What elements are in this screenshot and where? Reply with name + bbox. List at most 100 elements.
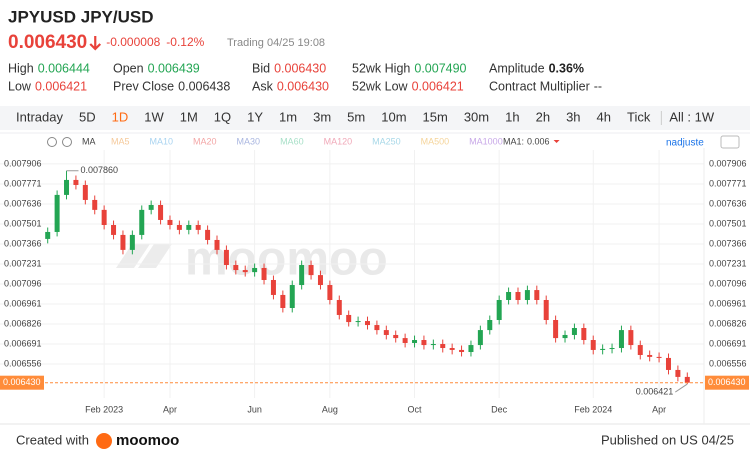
stat-label: Contract Multiplier xyxy=(489,79,590,93)
tab[interactable]: 1h xyxy=(505,109,519,124)
y-tick-label: 0.006961 xyxy=(4,298,42,308)
x-tick-label: Feb 2024 xyxy=(574,404,612,414)
candle-body xyxy=(581,328,587,341)
candle-body xyxy=(92,199,98,210)
tab[interactable]: Intraday xyxy=(16,109,63,124)
tab[interactable]: 1Y xyxy=(247,109,263,124)
gear-icon[interactable] xyxy=(47,137,57,147)
y-tick-label-right: 0.007771 xyxy=(709,178,747,188)
y-tick-label: 0.007366 xyxy=(4,238,42,248)
ma-label: MA60 xyxy=(280,136,304,146)
tab[interactable]: 3h xyxy=(566,109,580,124)
candle-body xyxy=(308,265,314,276)
tab[interactable]: 4h xyxy=(597,109,611,124)
candle-body xyxy=(515,291,521,300)
x-tick-label: Apr xyxy=(652,404,666,414)
tab[interactable]: Tick xyxy=(627,109,651,124)
down-arrow xyxy=(89,36,102,51)
price: 0.006430 xyxy=(8,32,87,53)
ma-label: MA5 xyxy=(111,136,130,146)
candle-body xyxy=(430,344,436,346)
candle-body xyxy=(487,320,493,331)
tab[interactable]: 5m xyxy=(347,109,365,124)
candle-body xyxy=(524,290,530,300)
settings-icons[interactable] xyxy=(47,137,72,147)
change-pct: -0.12% xyxy=(166,35,204,49)
candle-body xyxy=(148,204,154,210)
close-icon[interactable] xyxy=(62,137,72,147)
candle-body xyxy=(205,229,211,240)
candle-body xyxy=(289,285,295,308)
stat-value: 0.007490 xyxy=(414,61,466,75)
tab[interactable]: 1Q xyxy=(214,109,231,124)
candle-body xyxy=(214,239,220,250)
candle-body xyxy=(543,299,549,321)
stat-label: 52wk Low xyxy=(352,79,409,93)
ma-label: MA120 xyxy=(324,136,353,146)
tab[interactable]: 5D xyxy=(79,109,96,124)
candle-body xyxy=(186,224,192,230)
annotation: 0.006421 xyxy=(636,386,674,396)
candle-body xyxy=(496,299,502,321)
y-tick-label-right: 0.007096 xyxy=(709,278,747,288)
x-tick-label: Jun xyxy=(247,404,262,414)
candle-body xyxy=(336,299,342,315)
y-tick-label: 0.007231 xyxy=(4,258,42,268)
tab[interactable]: 1m xyxy=(279,109,297,124)
y-tick-label-right: 0.007231 xyxy=(709,258,747,268)
y-tick-label-right: 0.007636 xyxy=(709,198,747,208)
candle-body xyxy=(64,179,70,195)
footer-published: Published on US 04/25 xyxy=(601,432,734,447)
tab[interactable]: 2h xyxy=(536,109,550,124)
x-tick-label: Dec xyxy=(491,404,508,414)
tab[interactable]: 1M xyxy=(180,109,198,124)
change: -0.000008 xyxy=(106,35,160,49)
candle-body xyxy=(440,344,446,349)
stat-value: 0.36% xyxy=(549,61,584,75)
candle-body xyxy=(45,231,51,239)
footer-created: Created with xyxy=(16,432,89,447)
candle-body xyxy=(120,234,126,250)
candle-body xyxy=(628,330,634,346)
candle-body xyxy=(374,325,380,331)
candle-body xyxy=(167,219,173,225)
stat-value: 0.006444 xyxy=(38,61,90,75)
tab[interactable]: 30m xyxy=(464,109,489,124)
candle-body xyxy=(553,320,559,339)
ma1-label: MA1: xyxy=(503,136,524,146)
chart: 0.007906 0.007906 0.007771 0.007771 0.007636… xyxy=(0,148,749,424)
candle-body xyxy=(571,328,577,335)
y-tick-label: 0.007501 xyxy=(4,218,42,228)
candle-body xyxy=(158,204,164,220)
candle-body xyxy=(618,330,624,349)
x-tick-label: Aug xyxy=(322,404,338,414)
tab[interactable]: 1D xyxy=(112,109,129,124)
y-tick-label-right: 0.006961 xyxy=(709,298,747,308)
stat-label: Amplitude xyxy=(489,61,545,75)
tab[interactable]: All : 1W xyxy=(669,109,715,124)
tab[interactable]: 1W xyxy=(144,109,164,124)
indicator-main: MA xyxy=(82,136,96,146)
watermark-logo xyxy=(116,244,172,268)
price-tag-bg xyxy=(0,375,44,390)
price-tag-right: 0.006430 xyxy=(708,377,746,387)
brand-logo xyxy=(96,433,112,449)
expand-icon[interactable] xyxy=(720,135,740,149)
y-tick-label: 0.006826 xyxy=(4,318,42,328)
stat-label: Low xyxy=(8,79,32,93)
candle-body xyxy=(421,340,427,346)
tab[interactable]: 10m xyxy=(381,109,406,124)
y-tick-label: 0.007096 xyxy=(4,278,42,288)
candle-body xyxy=(270,279,276,295)
ma-label: MA20 xyxy=(193,136,217,146)
stat-label: High xyxy=(8,61,34,75)
tab[interactable]: 3m xyxy=(313,109,331,124)
tab[interactable]: 15m xyxy=(423,109,448,124)
adjust-link[interactable]: nadjuste xyxy=(666,138,704,149)
candle-body xyxy=(684,376,690,383)
candle-body xyxy=(393,334,399,339)
candle-body xyxy=(195,224,201,230)
stat-value: 0.006421 xyxy=(412,79,464,93)
candle-body xyxy=(506,291,512,300)
candle-body xyxy=(609,348,615,350)
